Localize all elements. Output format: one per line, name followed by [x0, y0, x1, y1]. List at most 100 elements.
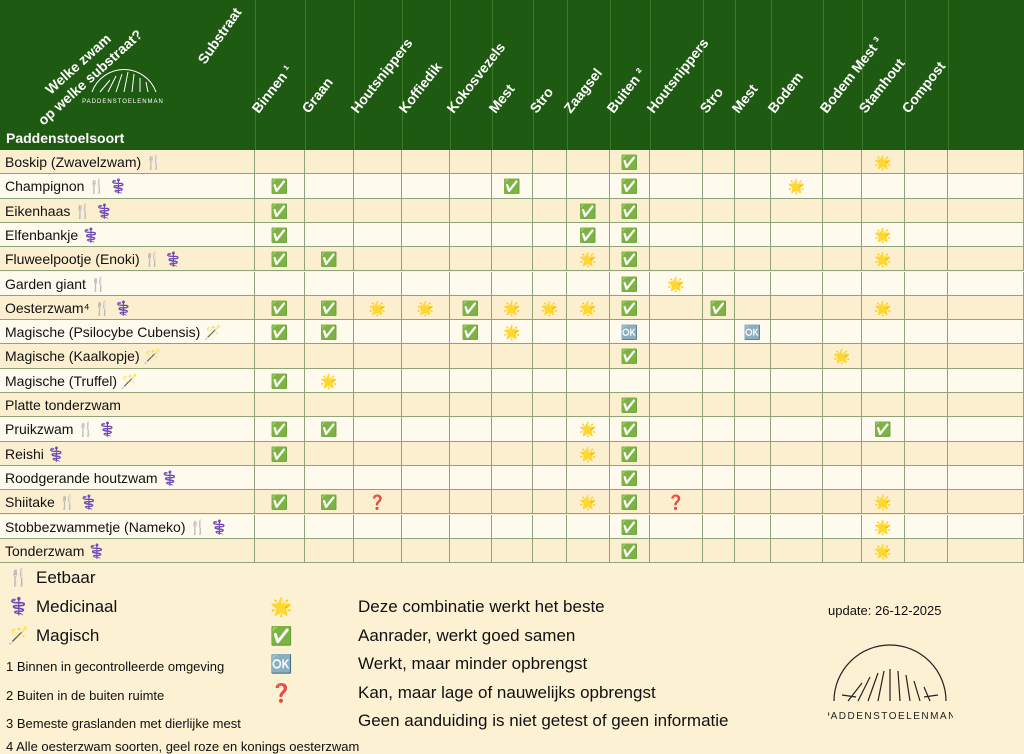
- row-name: Champignon 🍴 ⚕️: [0, 174, 255, 199]
- row-header: Paddenstoelsoort: [6, 130, 125, 146]
- cell: [905, 393, 948, 418]
- cell: [948, 514, 1024, 539]
- cell: [771, 514, 823, 539]
- cell: [650, 514, 703, 539]
- row-name: Magische (Truffel) 🪄: [0, 368, 255, 393]
- cell: [771, 150, 823, 175]
- cell: [305, 222, 354, 248]
- cell: [735, 538, 771, 564]
- cell: [948, 417, 1024, 442]
- cell: [305, 174, 354, 199]
- cell: [650, 538, 703, 564]
- cell: [354, 247, 402, 272]
- legend-text: Medicinaal: [36, 597, 118, 616]
- cell: [948, 320, 1024, 345]
- row-name: Platte tonderzwam: [0, 393, 255, 418]
- cell: [255, 150, 305, 175]
- cell: [450, 222, 492, 248]
- cell: ✅: [610, 393, 650, 418]
- cell: [771, 465, 823, 491]
- row-name: Stobbezwammetje (Nameko) 🍴 ⚕️: [0, 514, 255, 539]
- header-divider: [610, 0, 611, 150]
- cell: [948, 344, 1024, 369]
- cell: [450, 465, 492, 491]
- cell: [354, 222, 402, 248]
- cell: ✅: [610, 150, 650, 175]
- cell: [948, 393, 1024, 418]
- cell: [567, 393, 610, 418]
- header-divider: [402, 0, 403, 150]
- cell: [905, 222, 948, 248]
- cell: [354, 198, 402, 223]
- cell: [703, 150, 735, 175]
- cell: [354, 441, 402, 466]
- cell: [450, 150, 492, 175]
- cell: [862, 198, 905, 223]
- footnote: 1 Binnen in gecontrolleerde omgeving: [6, 659, 225, 674]
- cell: [402, 150, 450, 175]
- cell: ✅: [610, 514, 650, 539]
- cell: [823, 465, 862, 491]
- cell: [450, 490, 492, 515]
- row-name: Shiitake 🍴 ⚕️: [0, 490, 255, 515]
- header-corner: Welke zwam op welke substraat? Substraat…: [6, 4, 245, 146]
- cell: [948, 295, 1024, 321]
- cell: [255, 393, 305, 418]
- cell: [771, 344, 823, 369]
- cell: [492, 344, 533, 369]
- cell: [905, 368, 948, 393]
- cell: [305, 271, 354, 296]
- cell: ✅: [567, 222, 610, 248]
- cell: [650, 368, 703, 393]
- cell: ❓: [354, 490, 402, 515]
- cell: 🌟: [567, 247, 610, 272]
- cell: [402, 174, 450, 199]
- cell: [650, 222, 703, 248]
- cell: [354, 150, 402, 175]
- cell: ✅: [610, 271, 650, 296]
- cell: [567, 538, 610, 564]
- cell: [905, 198, 948, 223]
- cell: ✅: [255, 417, 305, 442]
- cell: [533, 150, 567, 175]
- cell: [492, 247, 533, 272]
- cell: [533, 368, 567, 393]
- cell: 🌟: [354, 295, 402, 321]
- cell: [402, 222, 450, 248]
- cell: [735, 150, 771, 175]
- cell: [402, 465, 450, 491]
- cell: [567, 150, 610, 175]
- cell: ✅: [255, 247, 305, 272]
- cell: [533, 247, 567, 272]
- row-name: Elfenbankje ⚕️: [0, 222, 255, 248]
- cell: [610, 368, 650, 393]
- cell: [735, 344, 771, 369]
- row-name: Reishi ⚕️: [0, 441, 255, 466]
- cell: ✅: [305, 490, 354, 515]
- cell: [492, 417, 533, 442]
- cell: [305, 344, 354, 369]
- cell: [703, 417, 735, 442]
- cell: [905, 320, 948, 345]
- cell: ✅: [610, 247, 650, 272]
- footnote: 4 Alle oesterzwam soorten, geel roze en …: [6, 738, 360, 754]
- cell: ✅: [255, 198, 305, 223]
- cell: ✅: [255, 490, 305, 515]
- cell: [771, 198, 823, 223]
- cell: [771, 271, 823, 296]
- cell: ✅: [305, 295, 354, 321]
- row-name: Tonderzwam ⚕️: [0, 538, 255, 564]
- cell: ✅: [305, 247, 354, 272]
- header-divider: [492, 0, 493, 150]
- cell: [533, 538, 567, 564]
- cell: [354, 514, 402, 539]
- cell: [948, 198, 1024, 223]
- cell: [492, 150, 533, 175]
- cell: ✅: [862, 417, 905, 442]
- cell: 🌟: [862, 538, 905, 564]
- cell: [567, 368, 610, 393]
- cell: [402, 344, 450, 369]
- symbol-icon: ✅: [270, 625, 293, 646]
- row-name: Oesterzwam⁴ 🍴 ⚕️: [0, 295, 255, 321]
- cell: [567, 320, 610, 345]
